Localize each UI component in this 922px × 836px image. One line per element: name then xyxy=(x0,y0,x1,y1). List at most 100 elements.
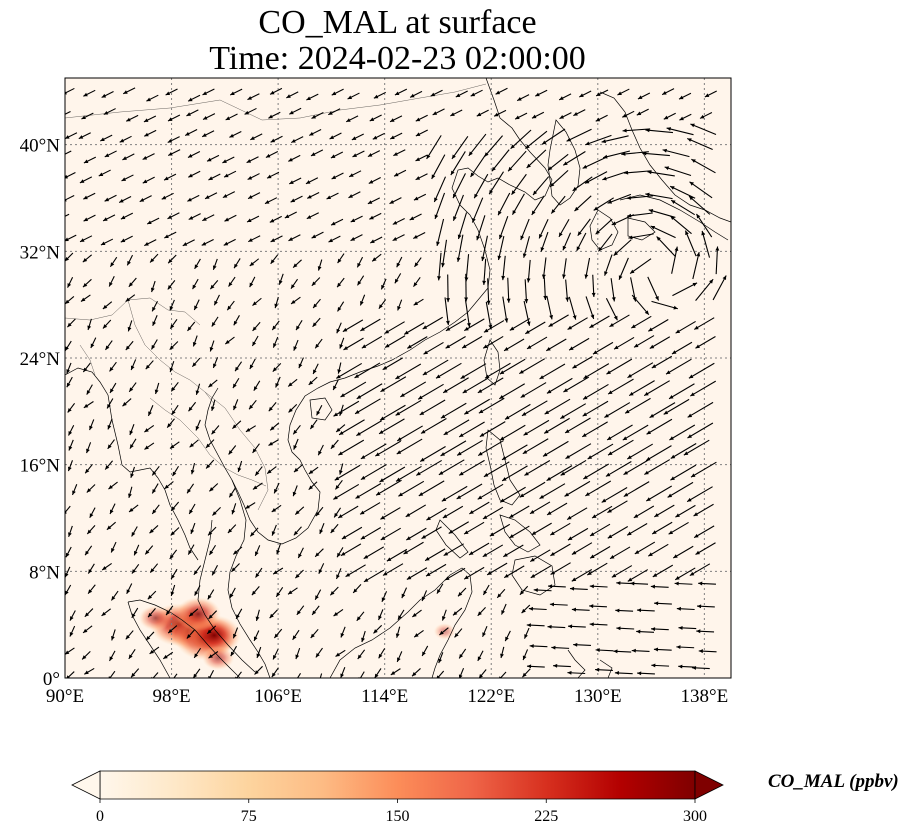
wind-vector xyxy=(607,500,628,514)
wind-vector xyxy=(65,647,75,655)
wind-vector xyxy=(312,317,321,328)
wind-vector xyxy=(676,645,695,650)
wind-vector xyxy=(228,487,237,498)
wind-vector xyxy=(482,258,487,285)
andaman-coastline xyxy=(157,477,199,561)
wind-vector xyxy=(233,315,240,326)
wind-vector xyxy=(127,320,133,332)
wind-vector xyxy=(71,484,78,496)
wind-vector xyxy=(609,314,630,328)
wind-vector xyxy=(270,254,279,265)
wind-vector xyxy=(550,543,571,557)
wind-vector xyxy=(473,173,489,199)
wind-vector xyxy=(523,419,550,436)
wind-vector xyxy=(333,483,360,500)
wind-vector xyxy=(436,670,445,678)
wind-vector xyxy=(297,547,304,559)
wind-vector xyxy=(354,398,381,415)
wind-vector xyxy=(618,257,629,280)
wind-vector xyxy=(318,563,325,574)
wind-vector xyxy=(133,544,140,556)
wind-vector xyxy=(441,485,468,502)
wind-vector xyxy=(394,88,408,96)
wind-vector xyxy=(82,254,93,263)
wind-vector xyxy=(167,212,180,220)
wind-vector xyxy=(144,545,154,555)
wind-vector xyxy=(121,174,134,182)
wind-vector xyxy=(452,607,463,616)
wind-vector xyxy=(482,335,504,349)
wind-vector xyxy=(295,320,303,331)
wind-vector xyxy=(532,176,550,196)
wind-vector xyxy=(329,132,342,140)
wind-vector xyxy=(339,337,345,349)
wind-vector xyxy=(335,568,342,580)
wind-vector xyxy=(345,115,359,123)
wind-vector xyxy=(272,336,279,348)
wind-vector xyxy=(65,584,72,596)
wind-vector xyxy=(488,171,504,195)
wind-vector xyxy=(293,464,304,473)
wind-vector xyxy=(190,462,196,475)
wind-vector xyxy=(306,212,319,220)
wind-vector xyxy=(201,130,215,138)
wind-vector xyxy=(270,235,283,243)
wind-vector xyxy=(426,507,447,521)
wind-vector xyxy=(499,358,526,375)
wind-vector xyxy=(434,192,446,220)
wind-vector xyxy=(118,196,132,203)
hotspot-5 xyxy=(138,605,173,631)
wind-vector xyxy=(105,340,113,351)
wind-vector xyxy=(104,150,117,158)
wind-vector xyxy=(587,443,614,460)
wind-vector xyxy=(167,625,178,634)
wind-vector xyxy=(591,274,596,298)
wind-vectors xyxy=(65,87,727,678)
wind-vector xyxy=(395,399,422,416)
wind-vector xyxy=(120,212,134,220)
wind-vector xyxy=(509,525,530,539)
wind-vector xyxy=(190,522,196,535)
wind-vector xyxy=(595,218,613,235)
wind-vector xyxy=(315,506,324,517)
wind-vector xyxy=(424,548,446,562)
wind-vector xyxy=(595,667,613,672)
wind-vector xyxy=(338,463,344,475)
wind-vector xyxy=(269,422,280,431)
wind-vector xyxy=(211,316,219,327)
wind-vector xyxy=(615,608,634,613)
wind-vector xyxy=(369,114,382,122)
wind-vector xyxy=(360,318,381,332)
wind-vector xyxy=(650,627,669,631)
wind-vector xyxy=(195,419,201,431)
wind-vector xyxy=(233,399,239,411)
wind-vector xyxy=(288,154,301,162)
wind-vector xyxy=(275,586,284,598)
wind-vector xyxy=(292,485,298,497)
malay-peninsula-west xyxy=(197,519,256,673)
wind-vector xyxy=(336,277,345,288)
wind-vector xyxy=(130,466,136,478)
wind-vector xyxy=(571,568,593,582)
wind-vector xyxy=(458,667,465,678)
wind-vector xyxy=(211,564,219,576)
wind-vector xyxy=(170,381,179,392)
wind-vector xyxy=(529,644,548,648)
wind-vector xyxy=(629,258,652,274)
wind-vector xyxy=(394,273,402,284)
wind-vector xyxy=(415,173,428,181)
wind-vector xyxy=(65,252,74,262)
wind-vector xyxy=(421,645,429,657)
wind-vector xyxy=(336,322,342,334)
wind-vector xyxy=(653,647,672,652)
wind-vector xyxy=(130,668,140,678)
wind-vector xyxy=(444,567,466,581)
wind-vector xyxy=(524,460,551,476)
wind-vector xyxy=(225,113,238,121)
wind-vector xyxy=(312,298,321,309)
wind-vector xyxy=(668,521,689,535)
wind-vector xyxy=(529,549,551,563)
wind-vector xyxy=(448,521,469,535)
wind-vector xyxy=(501,444,528,461)
